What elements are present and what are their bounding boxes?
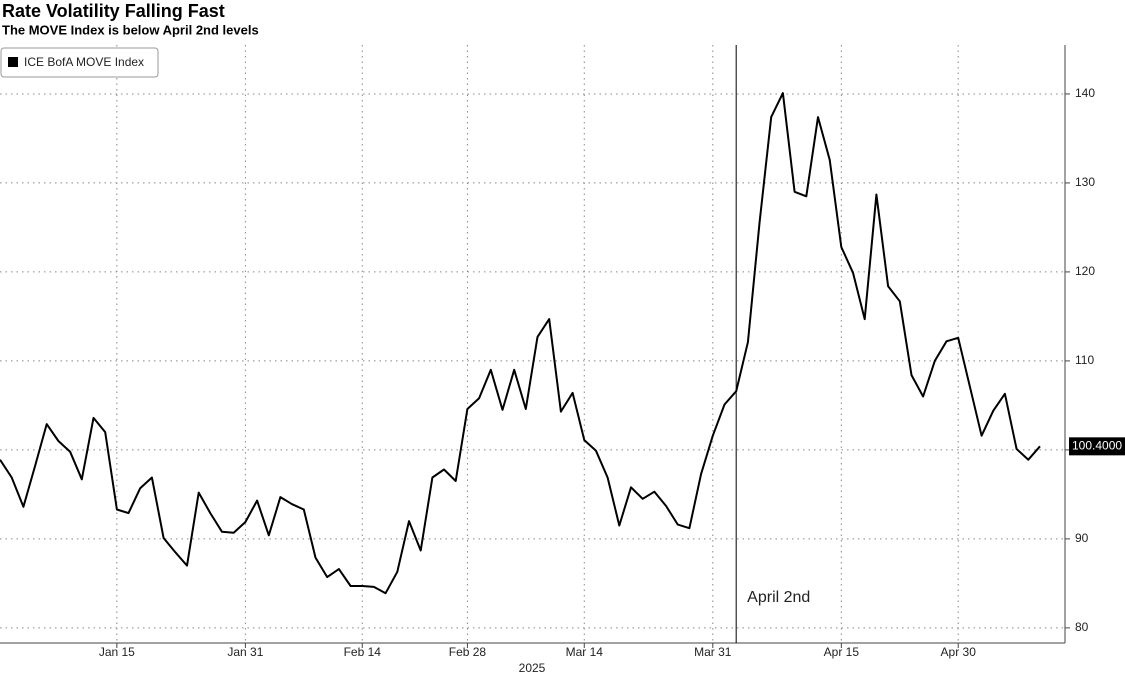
y-tick-label: 130 <box>1075 175 1095 189</box>
last-value-tag <box>1069 437 1125 456</box>
x-tick-label: Mar 14 <box>566 645 604 659</box>
y-tick-label: 90 <box>1075 531 1089 545</box>
y-tick-label: 110 <box>1075 353 1094 367</box>
x-tick-label: Apr 30 <box>941 645 977 659</box>
x-tick-label: Feb 28 <box>449 645 487 659</box>
y-tick-label: 140 <box>1075 86 1095 100</box>
chart-subtitle: The MOVE Index is below April 2nd levels <box>2 22 259 37</box>
x-tick-label: Feb 14 <box>344 645 382 659</box>
x-tick-label: Jan 31 <box>227 645 263 659</box>
legend-swatch <box>8 57 18 67</box>
series-line <box>0 92 1041 595</box>
annotation-label: April 2nd <box>747 589 810 606</box>
x-axis-label: 2025 <box>519 661 546 675</box>
legend-label: ICE BofA MOVE Index <box>24 55 144 69</box>
legend-box <box>0 47 159 78</box>
y-tick-label: 80 <box>1075 620 1089 634</box>
y-tick-label: 120 <box>1075 264 1095 278</box>
x-tick-label: Jan 15 <box>99 645 135 659</box>
x-tick-label: Mar 31 <box>694 645 732 659</box>
chart-title: Rate Volatility Falling Fast <box>2 1 225 21</box>
legend: ICE BofA MOVE Index <box>0 47 159 78</box>
x-tick-label: Apr 15 <box>824 645 860 659</box>
last-value-label: 100.4000 <box>1072 439 1122 453</box>
